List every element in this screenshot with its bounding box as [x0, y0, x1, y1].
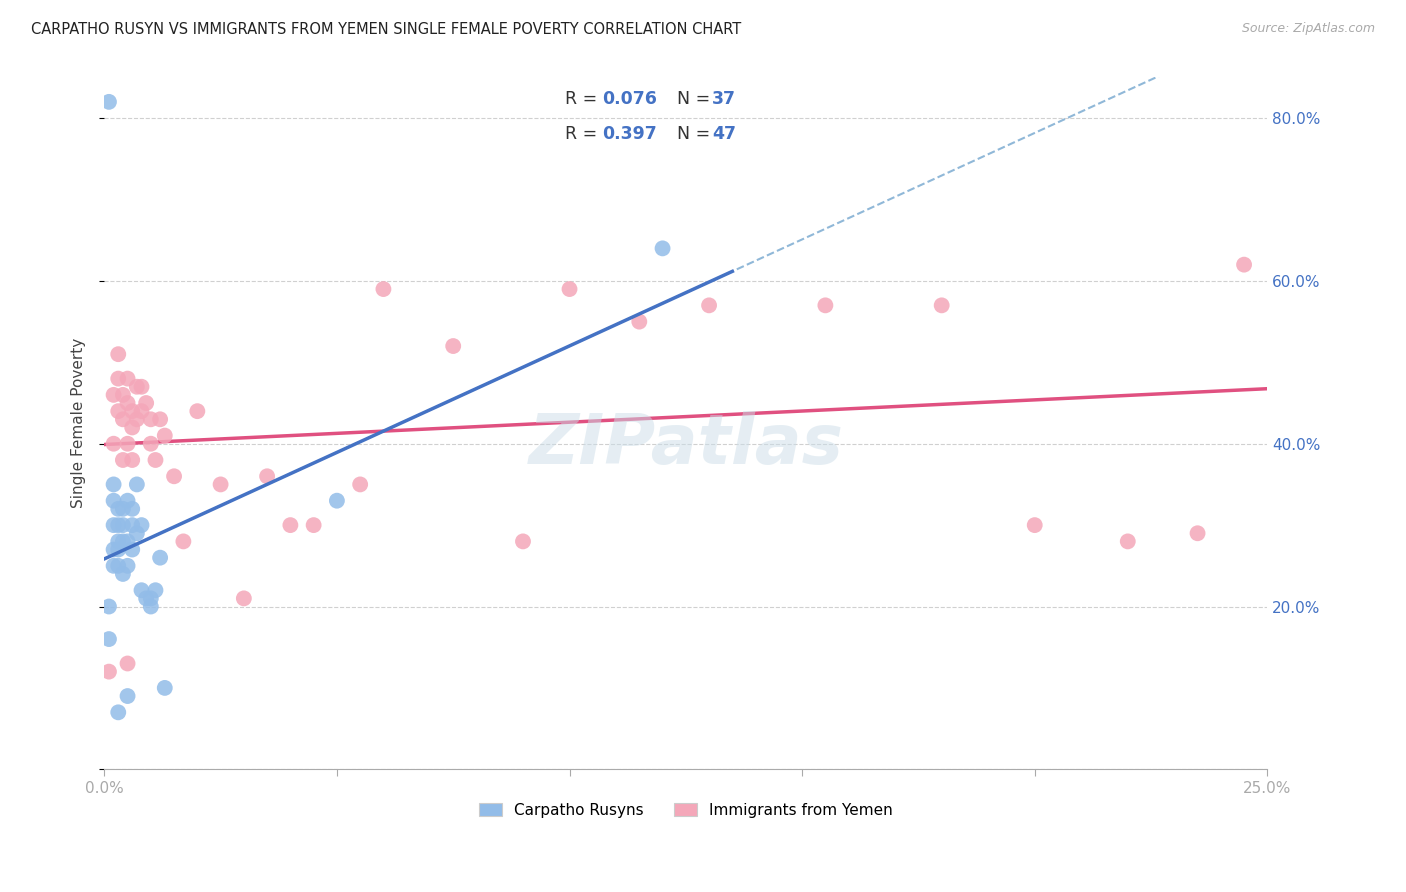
Legend: Carpatho Rusyns, Immigrants from Yemen: Carpatho Rusyns, Immigrants from Yemen	[472, 797, 898, 824]
Point	[107, 347, 129, 361]
Point	[145, 453, 167, 467]
Point	[103, 518, 125, 533]
Point	[117, 371, 139, 385]
Point	[107, 404, 129, 418]
Text: N =: N =	[665, 126, 716, 144]
Point	[131, 518, 153, 533]
Point	[107, 518, 129, 533]
Point	[441, 339, 464, 353]
Point	[103, 558, 125, 573]
Point	[97, 632, 120, 646]
Point	[111, 566, 134, 581]
Text: 37: 37	[713, 90, 737, 108]
Point	[512, 534, 534, 549]
Text: 0.076: 0.076	[602, 90, 657, 108]
Point	[139, 599, 162, 614]
Point	[111, 534, 134, 549]
Point	[121, 420, 143, 434]
Point	[97, 95, 120, 109]
Point	[111, 412, 134, 426]
Point	[153, 428, 176, 442]
Point	[117, 534, 139, 549]
Text: R =: R =	[565, 126, 602, 144]
Point	[651, 241, 673, 255]
Point	[107, 558, 129, 573]
Point	[302, 518, 325, 533]
Point	[117, 689, 139, 703]
Point	[125, 412, 148, 426]
Point	[117, 436, 139, 450]
Point	[163, 469, 186, 483]
Point	[149, 412, 172, 426]
Point	[1024, 518, 1046, 533]
Text: R =: R =	[565, 90, 602, 108]
Point	[1233, 258, 1256, 272]
Text: ZIPatlas: ZIPatlas	[529, 410, 844, 477]
Point	[628, 315, 651, 329]
Point	[103, 542, 125, 557]
Point	[697, 298, 720, 312]
Point	[103, 388, 125, 402]
Point	[326, 493, 349, 508]
Text: 0.397: 0.397	[602, 126, 657, 144]
Point	[121, 453, 143, 467]
Text: N =: N =	[665, 90, 716, 108]
Point	[256, 469, 278, 483]
Point	[103, 436, 125, 450]
Point	[97, 599, 120, 614]
Point	[153, 681, 176, 695]
Point	[121, 404, 143, 418]
Point	[107, 542, 129, 557]
Point	[117, 396, 139, 410]
Point	[103, 477, 125, 491]
Point	[97, 665, 120, 679]
Text: Source: ZipAtlas.com: Source: ZipAtlas.com	[1241, 22, 1375, 36]
Point	[139, 591, 162, 606]
Point	[131, 404, 153, 418]
Point	[131, 583, 153, 598]
Text: 47: 47	[713, 126, 737, 144]
Point	[145, 583, 167, 598]
Point	[814, 298, 837, 312]
Point	[149, 550, 172, 565]
Point	[125, 477, 148, 491]
Point	[349, 477, 371, 491]
Point	[117, 493, 139, 508]
Point	[135, 396, 157, 410]
Point	[107, 534, 129, 549]
Point	[209, 477, 232, 491]
Point	[186, 404, 208, 418]
Point	[280, 518, 302, 533]
Point	[139, 412, 162, 426]
Point	[111, 501, 134, 516]
Point	[125, 526, 148, 541]
Point	[107, 706, 129, 720]
Point	[125, 380, 148, 394]
Y-axis label: Single Female Poverty: Single Female Poverty	[72, 338, 86, 508]
Point	[931, 298, 953, 312]
Point	[373, 282, 395, 296]
Point	[131, 380, 153, 394]
Point	[1187, 526, 1209, 541]
Point	[135, 591, 157, 606]
Point	[111, 518, 134, 533]
Point	[117, 657, 139, 671]
Point	[107, 371, 129, 385]
Point	[111, 453, 134, 467]
Point	[103, 493, 125, 508]
Point	[121, 542, 143, 557]
Text: CARPATHO RUSYN VS IMMIGRANTS FROM YEMEN SINGLE FEMALE POVERTY CORRELATION CHART: CARPATHO RUSYN VS IMMIGRANTS FROM YEMEN …	[31, 22, 741, 37]
Point	[172, 534, 194, 549]
Point	[121, 518, 143, 533]
Point	[139, 436, 162, 450]
Point	[121, 501, 143, 516]
Point	[111, 388, 134, 402]
Point	[117, 558, 139, 573]
Point	[107, 501, 129, 516]
Point	[1116, 534, 1139, 549]
Point	[232, 591, 254, 606]
Point	[558, 282, 581, 296]
